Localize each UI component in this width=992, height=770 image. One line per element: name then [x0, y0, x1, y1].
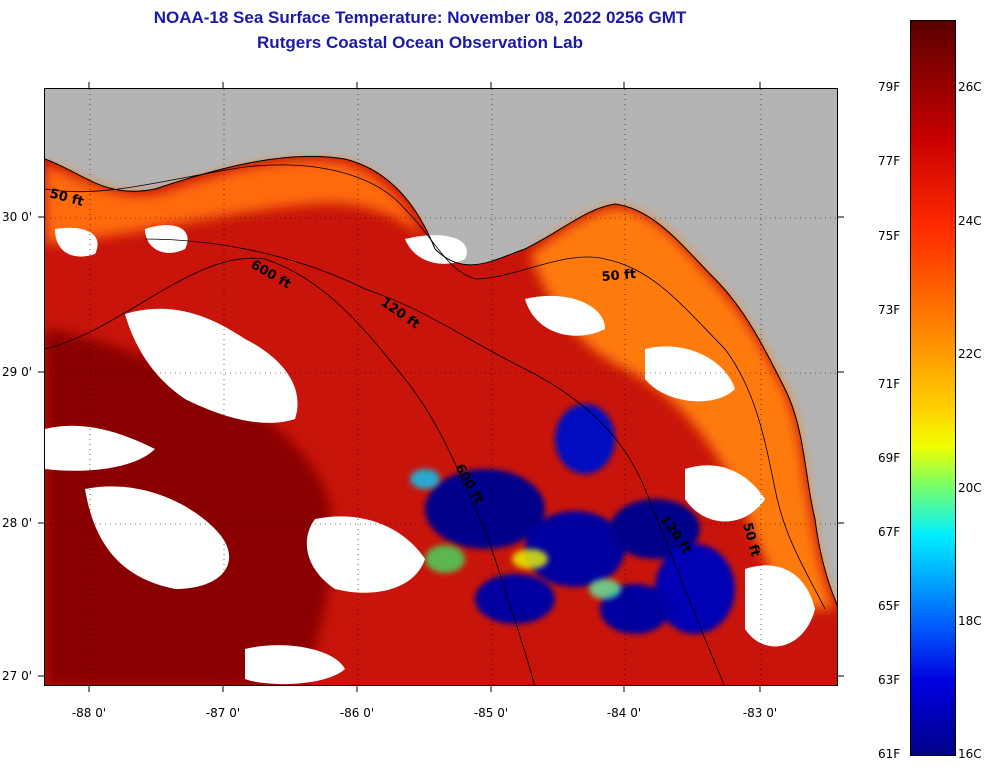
colorbar-label-f: 65F — [878, 599, 901, 613]
colorbar-label-f: 69F — [878, 451, 901, 465]
colorbar-label-c: 18C — [958, 614, 982, 628]
colorbar-label-c: 26C — [958, 80, 982, 94]
longitude-label: -86 0' — [339, 706, 375, 720]
shelf-band-east — [530, 207, 835, 609]
cloud-cover — [45, 225, 815, 685]
longitude-label: -87 0' — [205, 706, 241, 720]
isobath-label: 50 ft — [601, 267, 637, 285]
latitude-label: 29 0' — [2, 365, 33, 379]
longitude-label: -83 0' — [742, 706, 778, 720]
longitude-label: -85 0' — [473, 706, 509, 720]
colorbar-label-c: 24C — [958, 214, 982, 228]
longitude-label: -88 0' — [71, 706, 107, 720]
colorbar-label-f: 61F — [878, 747, 901, 761]
cold-patches — [425, 404, 735, 634]
temperature-colorbar — [910, 20, 956, 756]
map-subtitle: Rutgers Coastal Ocean Observation Lab — [257, 33, 583, 52]
colorbar-label-f: 75F — [878, 229, 901, 243]
latitude-label: 27 0' — [2, 669, 33, 683]
colorbar-label-c: 20C — [958, 481, 982, 495]
mid-temp-fringes — [410, 469, 621, 599]
colorbar-label-f: 79F — [878, 80, 901, 94]
sst-map-canvas: 50 ft 600 ft 120 ft 50 ft 600 ft 120 ft … — [45, 89, 837, 685]
colorbar-label-c: 22C — [958, 347, 982, 361]
longitude-label: -84 0' — [606, 706, 642, 720]
colorbar-label-c: 16C — [958, 747, 982, 761]
isobath-600ft — [45, 257, 535, 685]
coastline — [45, 155, 837, 606]
latitude-label: 30 0' — [2, 210, 33, 224]
colorbar-label-f: 67F — [878, 525, 901, 539]
colorbar-label-f: 73F — [878, 303, 901, 317]
sst-map: 50 ft 600 ft 120 ft 50 ft 600 ft 120 ft … — [44, 88, 838, 686]
isobath-50ft — [45, 164, 826, 610]
isobath-120ft — [144, 238, 725, 685]
shelf-band — [45, 160, 425, 244]
colorbar-label-f: 71F — [878, 377, 901, 391]
map-title: NOAA-18 Sea Surface Temperature: Novembe… — [153, 8, 687, 27]
latitude-label: 28 0' — [2, 516, 33, 530]
colorbar-label-f: 63F — [878, 673, 901, 687]
colorbar-label-f: 77F — [878, 154, 901, 168]
